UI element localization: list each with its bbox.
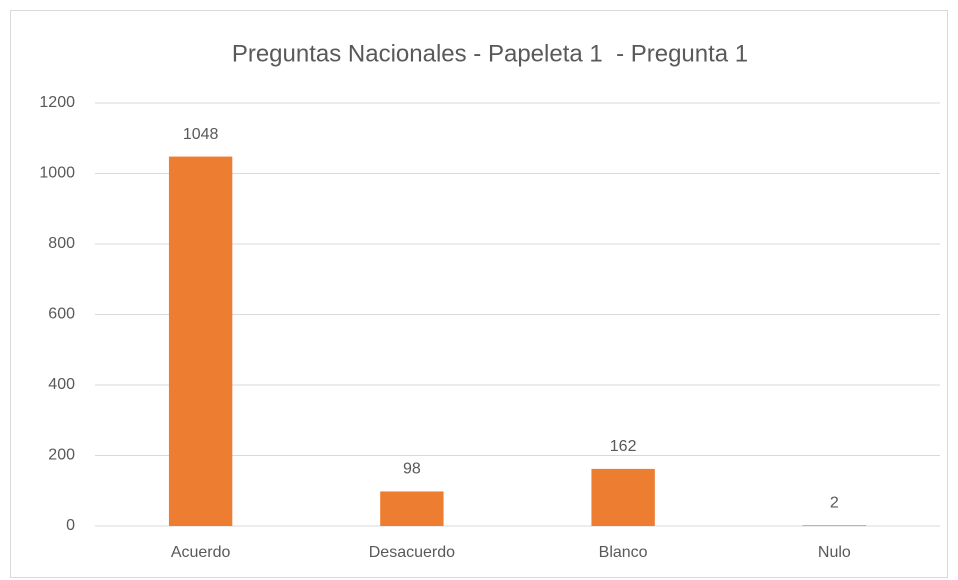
data-label: 162 [610, 438, 637, 455]
chart-title: Preguntas Nacionales - Papeleta 1 - Preg… [232, 40, 748, 67]
bar [591, 468, 655, 526]
x-tick-label: Nulo [818, 544, 851, 561]
chart-border [10, 10, 948, 578]
bar [802, 525, 867, 526]
y-tick-label: 1200 [39, 94, 75, 111]
data-label: 1048 [183, 126, 219, 143]
bar [168, 156, 233, 526]
y-tick-label: 800 [48, 235, 75, 252]
x-tick-label: Blanco [599, 544, 648, 561]
y-tick-label: 400 [48, 376, 75, 393]
y-tick-label: 1000 [39, 165, 75, 182]
y-tick-label: 600 [48, 306, 75, 323]
data-label: 98 [403, 461, 421, 478]
y-tick-label: 200 [48, 447, 75, 464]
data-label: 2 [830, 495, 839, 512]
x-tick-label: Acuerdo [171, 544, 231, 561]
x-tick-label: Desacuerdo [369, 544, 455, 561]
y-tick-label: 0 [66, 517, 75, 534]
bar [380, 491, 444, 526]
